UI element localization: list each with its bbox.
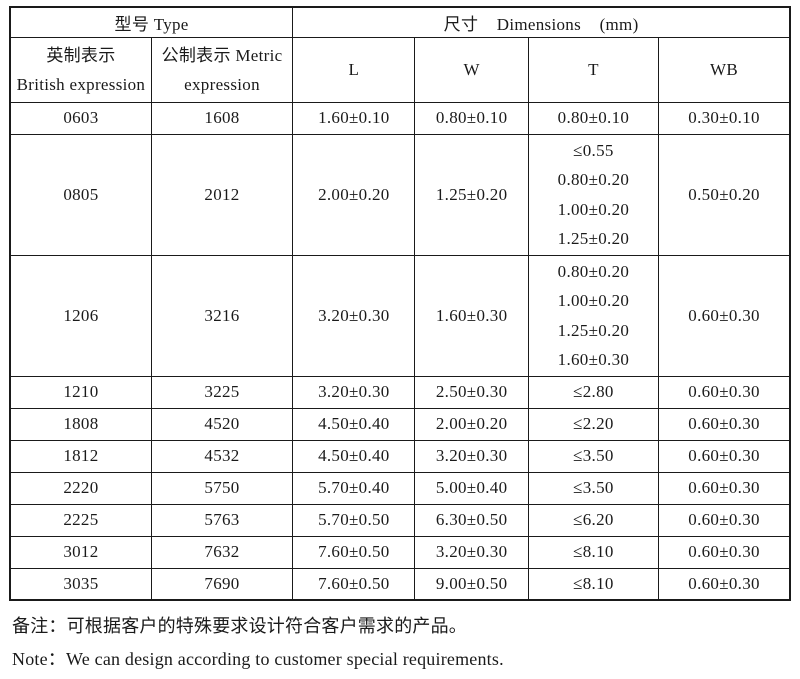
header-metric-en: expression — [184, 74, 260, 94]
cell-british-size: 3035 — [9, 567, 152, 601]
cell-british-size: 3012 — [9, 535, 152, 569]
table-row: 2220 5750 5.70±0.40 5.00±0.40 ≤3.50 0.60±0.30 — [9, 471, 791, 505]
cell-wb-value: 0.50±0.20 — [658, 133, 791, 256]
cell-w-value: 2.50±0.30 — [414, 375, 529, 409]
cell-wb-value: 0.60±0.30 — [658, 254, 791, 377]
cell-british-size: 1206 — [9, 254, 152, 377]
t-value-line: 0.80±0.20 — [557, 170, 630, 189]
cell-british-size: 0603 — [9, 101, 152, 135]
t-value-line: 1.60±0.30 — [557, 350, 630, 369]
cell-t-value: ≤3.50 — [527, 471, 660, 505]
cell-wb-value: 0.60±0.30 — [658, 375, 791, 409]
cell-w-value: 1.25±0.20 — [414, 133, 529, 256]
cell-w-value: 1.60±0.30 — [414, 254, 529, 377]
table-row: 0805 2012 2.00±0.20 1.25±0.20 ≤0.55 0.80±0.20… — [9, 133, 791, 256]
cell-l-value: 7.60±0.50 — [292, 535, 416, 569]
cell-l-value: 7.60±0.50 — [292, 567, 416, 601]
cell-british-size: 2225 — [9, 503, 152, 537]
t-value-line: ≤0.55 — [573, 140, 614, 160]
cell-metric-size: 1608 — [150, 101, 294, 135]
cell-t-value: ≤6.20 — [527, 503, 660, 537]
t-value-line: 1.00±0.20 — [557, 199, 630, 219]
cell-l-value: 2.00±0.20 — [292, 133, 416, 256]
cell-t-value: ≤0.55 0.80±0.20 1.00±0.20 1.25±0.20 — [527, 133, 660, 256]
cell-t-value: 0.80±0.10 — [527, 101, 660, 135]
t-value-line: 1.00±0.20 — [557, 291, 630, 310]
cell-british-size: 1210 — [9, 375, 152, 409]
cell-l-value: 4.50±0.40 — [292, 439, 416, 473]
cell-w-value: 5.00±0.40 — [414, 471, 529, 505]
cell-t-value: ≤3.50 — [527, 439, 660, 473]
header-metric-cn: 公制表示 Metric — [161, 45, 283, 65]
table-body: 0603 1608 1.60±0.10 0.80±0.10 0.80±0.10 0.30±… — [9, 101, 791, 601]
dimensions-table: 型号 Type 尺寸 Dimensions (mm) 英制表示 British … — [9, 6, 791, 601]
note-chinese: 备注：可根据客户的特殊要求设计符合客户需求的产品。 — [12, 616, 467, 636]
table-row: 1206 3216 3.20±0.30 1.60±0.30 0.80±0.20 1.00±… — [9, 254, 791, 377]
header-col-british-expression: 英制表示 British expression — [9, 36, 152, 103]
cell-l-value: 3.20±0.30 — [292, 375, 416, 409]
cell-l-value: 5.70±0.50 — [292, 503, 416, 537]
header-col-l: L — [292, 36, 416, 103]
cell-l-value: 1.60±0.10 — [292, 101, 416, 135]
cell-metric-size: 7632 — [150, 535, 294, 569]
t-value-line: 1.25±0.20 — [557, 320, 630, 340]
cell-british-size: 1812 — [9, 439, 152, 473]
cell-british-size: 2220 — [9, 471, 152, 505]
cell-wb-value: 0.60±0.30 — [658, 471, 791, 505]
header-dimensions-group: 尺寸 Dimensions (mm) — [292, 6, 791, 38]
cell-metric-size: 7690 — [150, 567, 294, 601]
cell-l-value: 5.70±0.40 — [292, 471, 416, 505]
cell-british-size: 0805 — [9, 133, 152, 256]
header-col-t: T — [527, 36, 660, 103]
table-row: 3012 7632 7.60±0.50 3.20±0.30 ≤8.10 0.60±0.30 — [9, 535, 791, 569]
cell-w-value: 0.80±0.10 — [414, 101, 529, 135]
cell-t-value: ≤8.10 — [527, 567, 660, 601]
header-col-wb: WB — [658, 36, 791, 103]
header-col-metric-expression: 公制表示 Metric expression — [150, 36, 294, 103]
cell-l-value: 3.20±0.30 — [292, 254, 416, 377]
header-group-row: 型号 Type 尺寸 Dimensions (mm) — [9, 6, 791, 38]
cell-w-value: 3.20±0.30 — [414, 439, 529, 473]
cell-metric-size: 5763 — [150, 503, 294, 537]
note-english: Note：We can design according to customer… — [12, 649, 504, 669]
notes-section: 备注：可根据客户的特殊要求设计符合客户需求的产品。 Note：We can de… — [9, 601, 791, 670]
cell-wb-value: 0.60±0.30 — [658, 407, 791, 441]
cell-w-value: 3.20±0.30 — [414, 535, 529, 569]
t-value-line: 1.25±0.20 — [557, 229, 630, 248]
header-british-en: British expression — [16, 74, 146, 94]
cell-w-value: 6.30±0.50 — [414, 503, 529, 537]
cell-metric-size: 2012 — [150, 133, 294, 256]
cell-british-size: 1808 — [9, 407, 152, 441]
cell-wb-value: 0.30±0.10 — [658, 101, 791, 135]
cell-wb-value: 0.60±0.30 — [658, 535, 791, 569]
table-row: 2225 5763 5.70±0.50 6.30±0.50 ≤6.20 0.60±0.30 — [9, 503, 791, 537]
table-row: 0603 1608 1.60±0.10 0.80±0.10 0.80±0.10 0.30±… — [9, 101, 791, 135]
table-header: 型号 Type 尺寸 Dimensions (mm) 英制表示 British … — [9, 6, 791, 103]
cell-metric-size: 3216 — [150, 254, 294, 377]
table-row: 1812 4532 4.50±0.40 3.20±0.30 ≤3.50 0.60±0.30 — [9, 439, 791, 473]
cell-wb-value: 0.60±0.30 — [658, 567, 791, 601]
cell-metric-size: 5750 — [150, 471, 294, 505]
t-value-line: 0.80±0.20 — [557, 261, 630, 281]
table-row: 3035 7690 7.60±0.50 9.00±0.50 ≤8.10 0.60±0.30 — [9, 567, 791, 601]
table-row: 1808 4520 4.50±0.40 2.00±0.20 ≤2.20 0.60±0.30 — [9, 407, 791, 441]
header-col-w: W — [414, 36, 529, 103]
cell-wb-value: 0.60±0.30 — [658, 439, 791, 473]
header-type-group: 型号 Type — [9, 6, 294, 38]
cell-l-value: 4.50±0.40 — [292, 407, 416, 441]
cell-w-value: 9.00±0.50 — [414, 567, 529, 601]
cell-metric-size: 4532 — [150, 439, 294, 473]
cell-t-value: ≤2.80 — [527, 375, 660, 409]
table-row: 1210 3225 3.20±0.30 2.50±0.30 ≤2.80 0.60±0.30 — [9, 375, 791, 409]
header-columns-row: 英制表示 British expression 公制表示 Metric expr… — [9, 36, 791, 103]
cell-t-value: ≤2.20 — [527, 407, 660, 441]
cell-t-value: 0.80±0.20 1.00±0.20 1.25±0.20 1.60±0.30 — [527, 254, 660, 377]
cell-t-value: ≤8.10 — [527, 535, 660, 569]
cell-metric-size: 3225 — [150, 375, 294, 409]
cell-w-value: 2.00±0.20 — [414, 407, 529, 441]
cell-wb-value: 0.60±0.30 — [658, 503, 791, 537]
header-british-cn: 英制表示 — [46, 45, 116, 65]
cell-metric-size: 4520 — [150, 407, 294, 441]
